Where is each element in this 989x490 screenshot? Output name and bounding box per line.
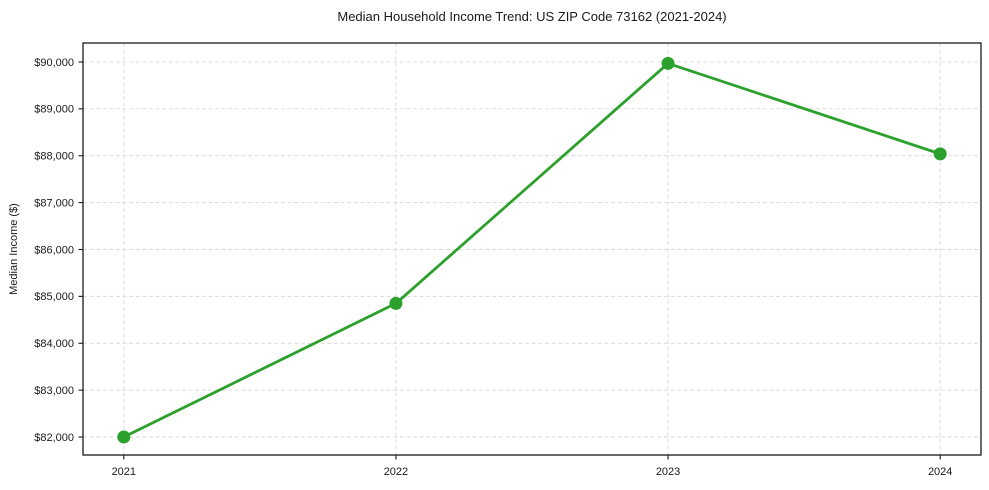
y-tick-label: $84,000 xyxy=(34,338,74,350)
y-tick-label: $88,000 xyxy=(34,151,74,163)
x-tick-label: 2022 xyxy=(384,466,408,478)
y-tick-label: $89,000 xyxy=(34,104,74,116)
y-tick-label: $83,000 xyxy=(34,385,74,397)
y-tick-label: $87,000 xyxy=(34,197,74,209)
y-tick-label: $86,000 xyxy=(34,244,74,256)
y-tick-label: $82,000 xyxy=(34,432,74,444)
data-point-2023 xyxy=(661,56,675,70)
data-point-2021 xyxy=(117,430,131,444)
trend-line xyxy=(122,61,942,439)
plot-border xyxy=(82,42,982,456)
x-tick-label: 2023 xyxy=(656,466,680,478)
chart-title: Median Household Income Trend: US ZIP Co… xyxy=(337,8,727,24)
data-point-2022 xyxy=(389,296,403,310)
x-tick-label: 2024 xyxy=(928,466,952,478)
data-point-2024 xyxy=(933,147,947,161)
x-tick-label: 2021 xyxy=(112,466,136,478)
chart-title-container: Median Household Income Trend: US ZIP Co… xyxy=(83,2,981,30)
y-tick-label: $85,000 xyxy=(34,291,74,303)
y-tick-label: $90,000 xyxy=(34,57,74,69)
